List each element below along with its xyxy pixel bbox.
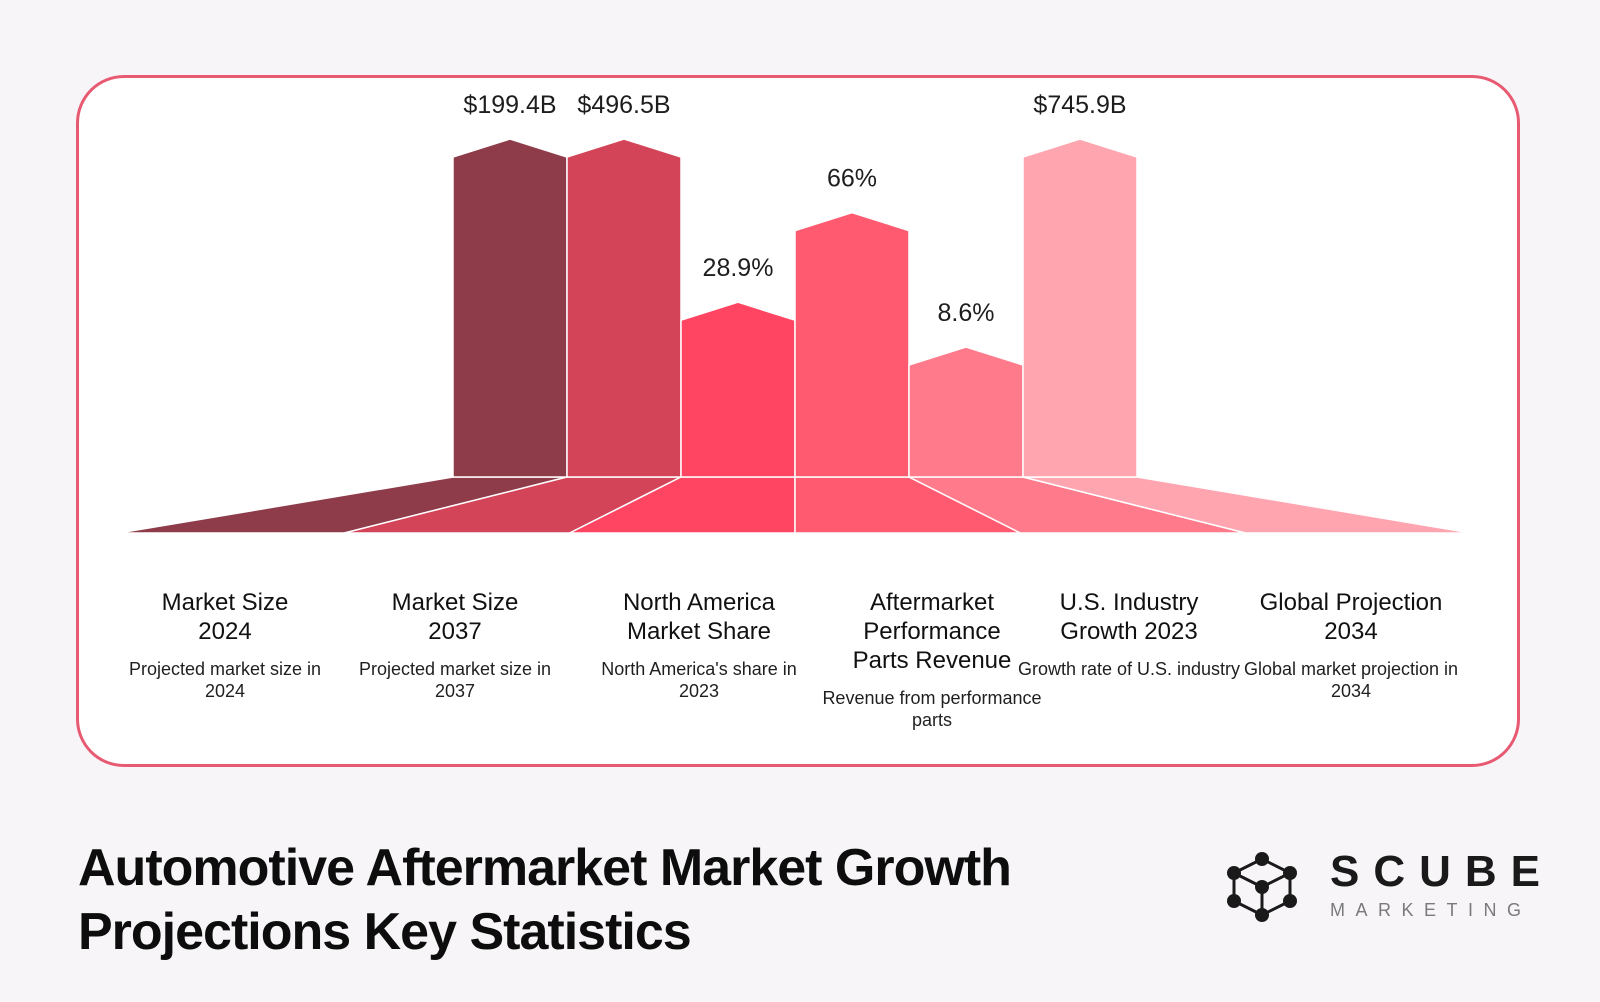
chart-value-labels: $199.4B $496.5B 28.9% 66% 8.6% $745.9B bbox=[463, 91, 1126, 327]
bar-1 bbox=[452, 138, 568, 478]
category-title: Global Projection 2034 bbox=[1259, 589, 1443, 645]
category-6: Global Projection 2034 Global market proje… bbox=[1237, 588, 1465, 702]
logo-tagline: MARKETING bbox=[1330, 900, 1532, 920]
value-label-1: $199.4B bbox=[463, 91, 556, 119]
category-1: Market Size 2024 Projected market size in … bbox=[111, 588, 339, 702]
category-5: U.S. Industry Growth 2023 Growth rate of U… bbox=[1015, 588, 1243, 680]
chart-floor bbox=[118, 476, 1472, 534]
bar-3 bbox=[680, 301, 796, 478]
page-title: Automotive Aftermarket Market Growth Proj… bbox=[78, 839, 1012, 961]
category-description: North America's share in 2023 bbox=[601, 659, 797, 701]
category-2: Market Size 2037 Projected market size in … bbox=[341, 588, 569, 702]
category-description: Projected market size in 2024 bbox=[128, 659, 322, 701]
bar-6 bbox=[1022, 138, 1138, 478]
category-title: North America Market Share bbox=[622, 589, 776, 645]
value-label-3: 28.9% bbox=[703, 254, 774, 282]
category-description: Growth rate of U.S. industry bbox=[1017, 659, 1241, 679]
value-label-6: $745.9B bbox=[1033, 91, 1126, 119]
category-description: Revenue from performance parts bbox=[822, 688, 1042, 730]
value-label-5: 8.6% bbox=[938, 299, 995, 327]
category-description: Global market projection in 2034 bbox=[1243, 659, 1459, 701]
logo-wordmark: SCUBE bbox=[1330, 847, 1555, 896]
bar-2 bbox=[566, 138, 682, 478]
chart-bars bbox=[452, 138, 1138, 478]
category-description: Projected market size in 2037 bbox=[358, 659, 552, 701]
category-3: North America Market Share North America's… bbox=[585, 588, 813, 702]
value-label-2: $496.5B bbox=[577, 91, 670, 119]
category-title: Aftermarket Performance Parts Revenue bbox=[852, 589, 1012, 674]
chart-svg: $199.4B $496.5B 28.9% 66% 8.6% $745.9B bbox=[118, 91, 1472, 534]
category-title: U.S. Industry Growth 2023 bbox=[1059, 589, 1199, 645]
category-title: Market Size 2037 bbox=[391, 589, 519, 645]
category-title: Market Size 2024 bbox=[161, 589, 289, 645]
logo-icon bbox=[1227, 852, 1297, 922]
bar-4 bbox=[794, 211, 910, 478]
bar-5 bbox=[908, 346, 1024, 478]
value-label-4: 66% bbox=[827, 165, 877, 193]
chart-card: $199.4B $496.5B 28.9% 66% 8.6% $745.9B Market… bbox=[76, 75, 1520, 767]
category-4: Aftermarket Performance Parts Revenue Reven… bbox=[818, 588, 1046, 731]
